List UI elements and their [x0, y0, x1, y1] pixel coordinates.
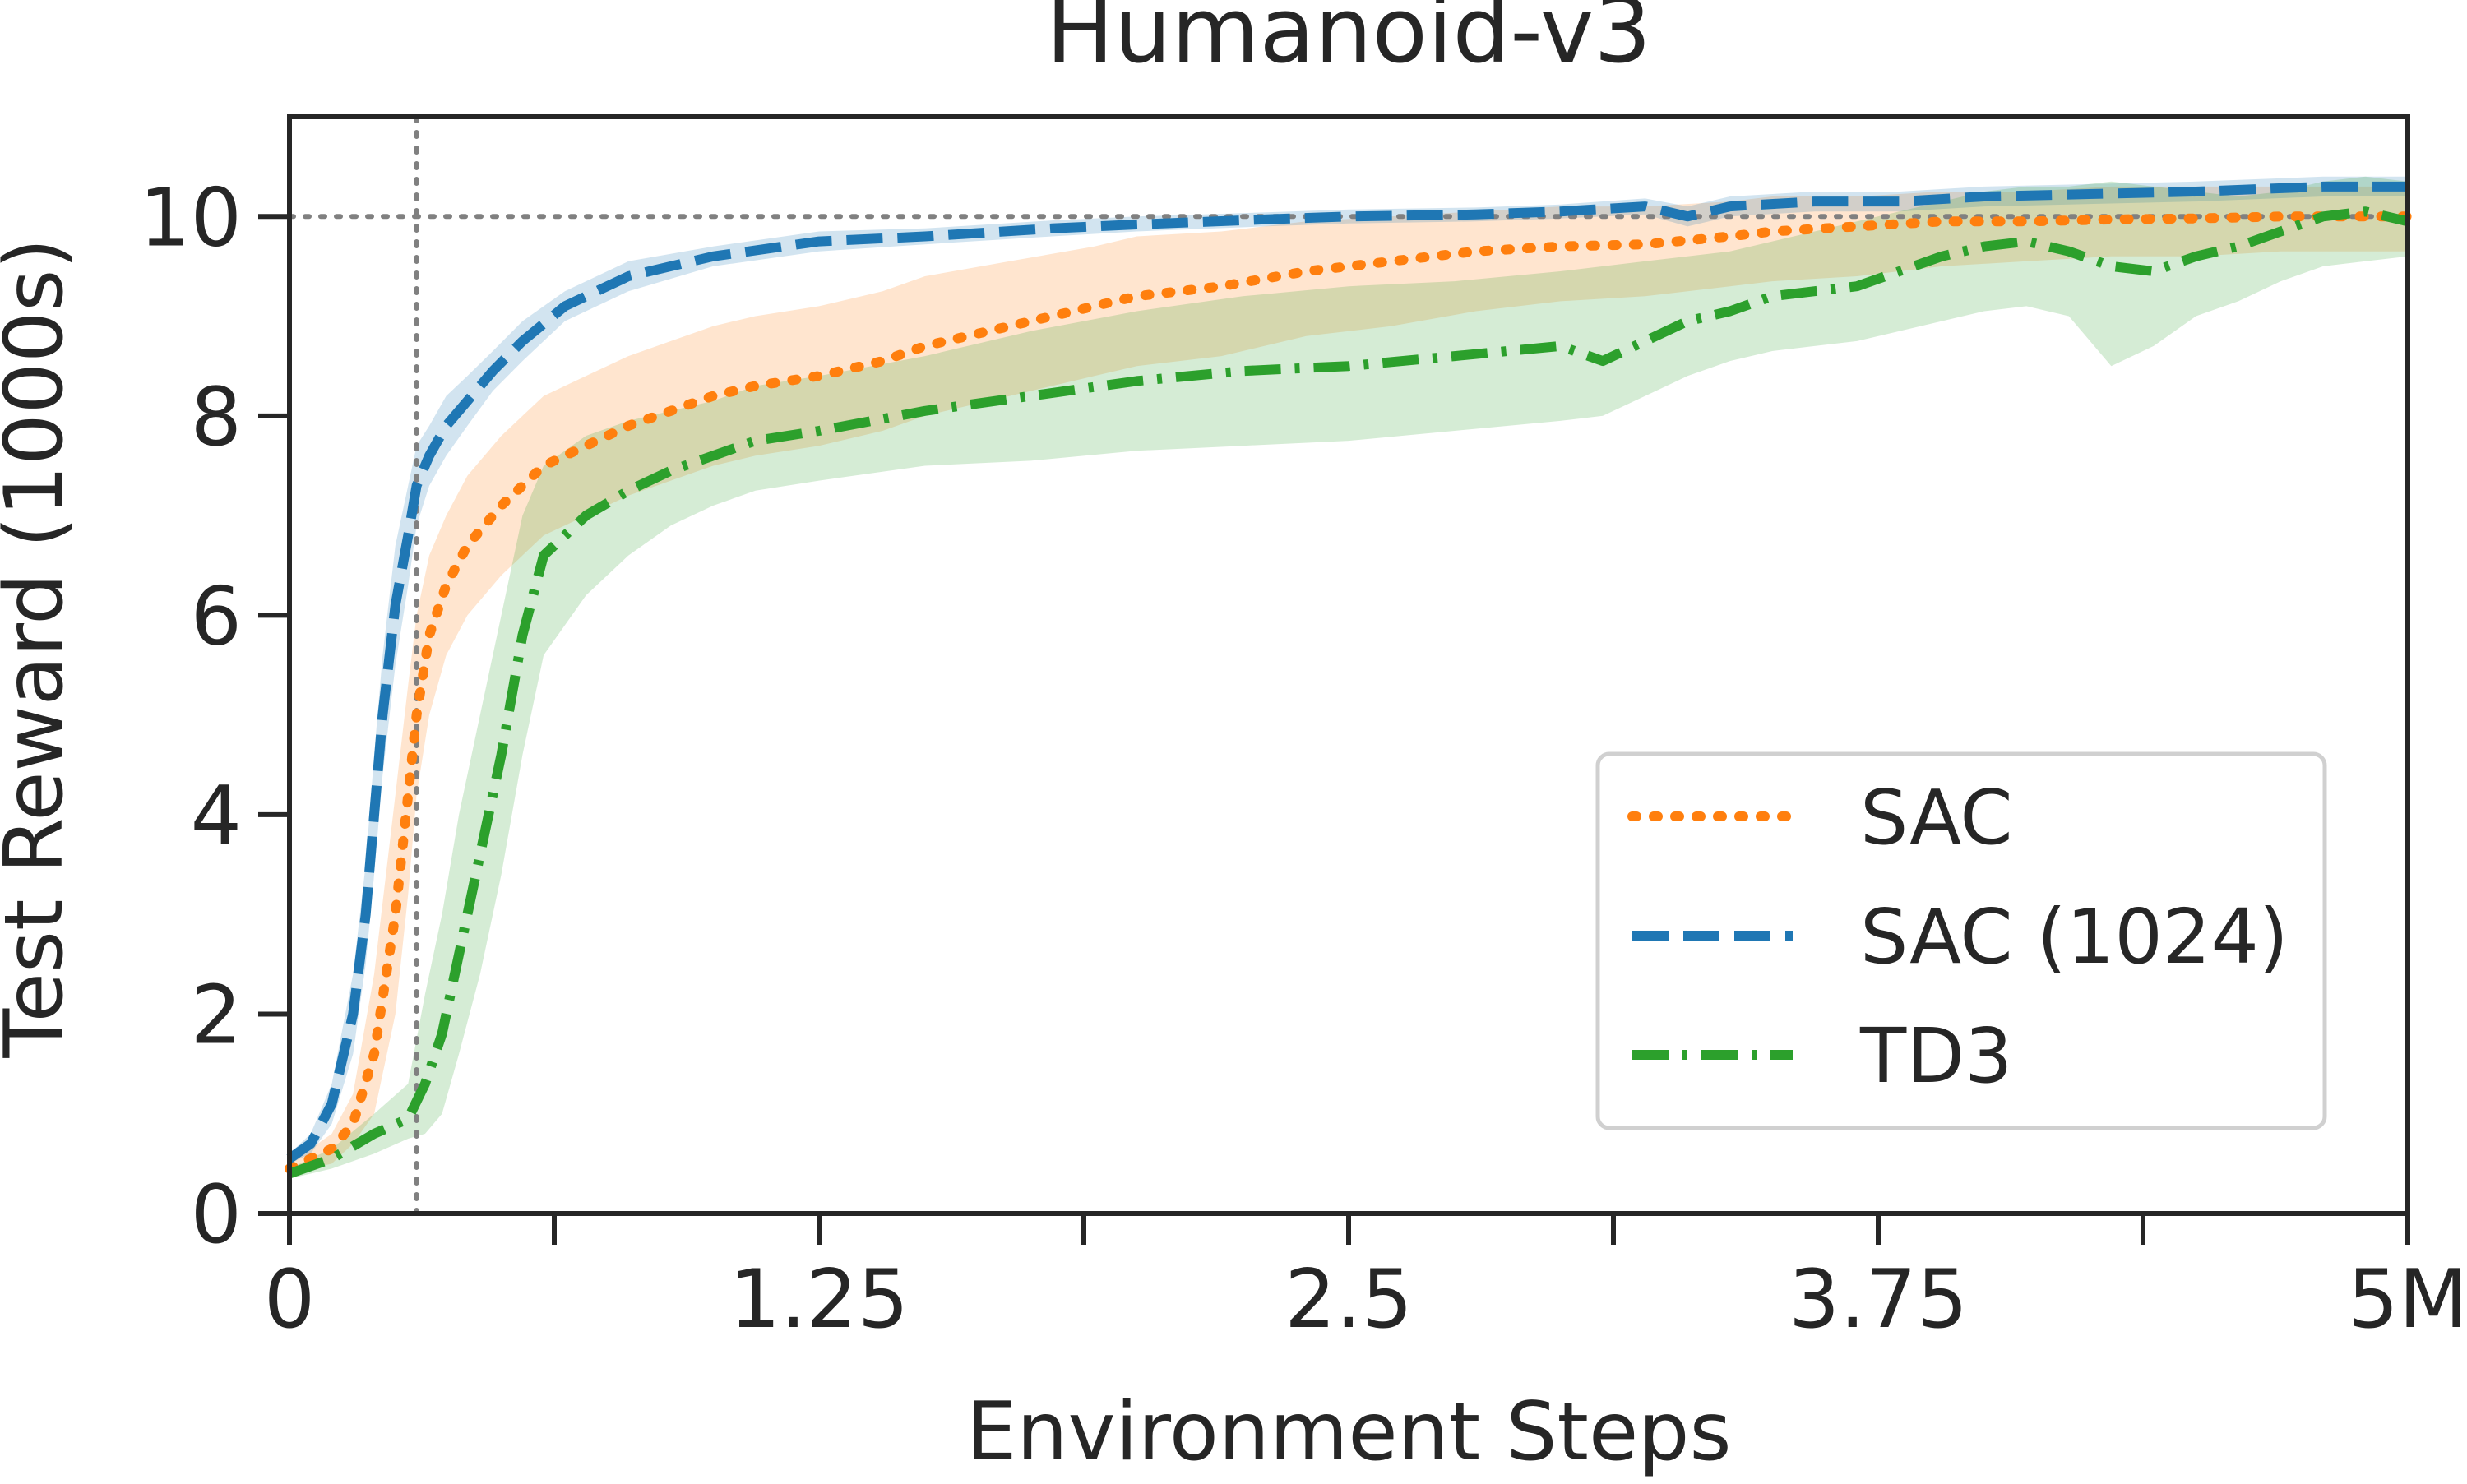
x-tick-label: 3.75 — [1789, 1253, 1968, 1347]
legend-label-td3: TD3 — [1859, 1012, 2013, 1100]
x-axis-ticks: 0 1.25 2.5 3.75 5M — [264, 1214, 2467, 1347]
y-tick-label: 8 — [191, 371, 242, 465]
legend-label-sac-1024: SAC (1024) — [1860, 893, 2289, 981]
y-axis-ticks: 0 2 4 6 8 10 — [139, 171, 289, 1262]
y-tick-label: 4 — [191, 770, 242, 863]
legend-frame — [1595, 751, 2327, 1130]
y-tick-label: 2 — [191, 969, 242, 1062]
y-axis-label: Test Reward (1000s) — [0, 238, 81, 1058]
series-line-sac — [285, 211, 2413, 1174]
x-tick-label: 2.5 — [1284, 1253, 1413, 1347]
x-axis-label: Environment Steps — [965, 1385, 1731, 1479]
reference-lines — [287, 114, 2410, 1216]
y-tick-label: 0 — [191, 1168, 242, 1262]
series-line-sac-1024 — [286, 181, 2408, 1163]
legend: SAC SAC (1024) TD3 — [1595, 751, 2327, 1130]
legend-label-sac: SAC — [1860, 774, 2013, 862]
series-lines — [285, 181, 2413, 1179]
y-tick-label: 10 — [139, 171, 242, 265]
series-line-td3 — [288, 206, 2409, 1179]
x-tick-label: 1.25 — [729, 1253, 909, 1347]
x-tick-label: 0 — [264, 1253, 315, 1347]
y-tick-label: 6 — [191, 570, 242, 663]
chart-title: Humanoid-v3 — [1046, 0, 1651, 83]
x-tick-label: 5M — [2348, 1253, 2467, 1347]
